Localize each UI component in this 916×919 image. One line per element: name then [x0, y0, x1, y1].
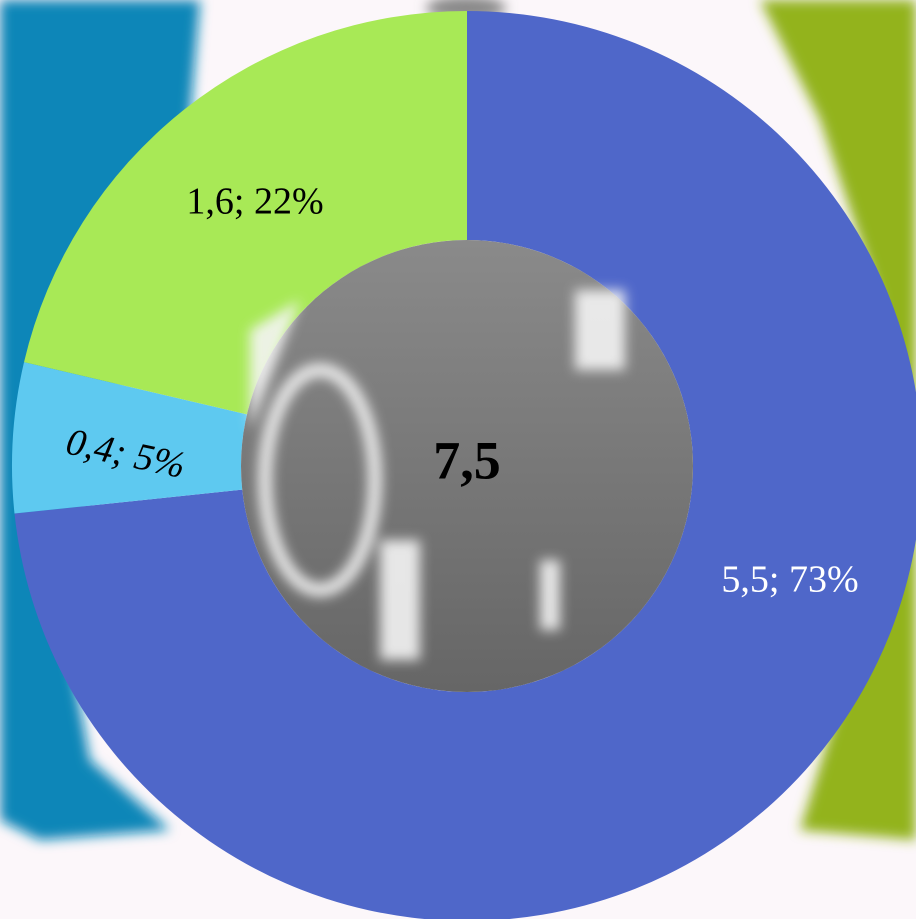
- value-label: 5,5; 73%: [721, 559, 858, 601]
- center-label: 7,5: [433, 430, 501, 490]
- page: 7,5 5,5; 73%0,4; 5%1,6; 22% (() => { con…: [0, 0, 916, 919]
- chart: 7,5 5,5; 73%0,4; 5%1,6; 22%: [0, 0, 916, 919]
- value-label: 1,6; 22%: [186, 181, 323, 223]
